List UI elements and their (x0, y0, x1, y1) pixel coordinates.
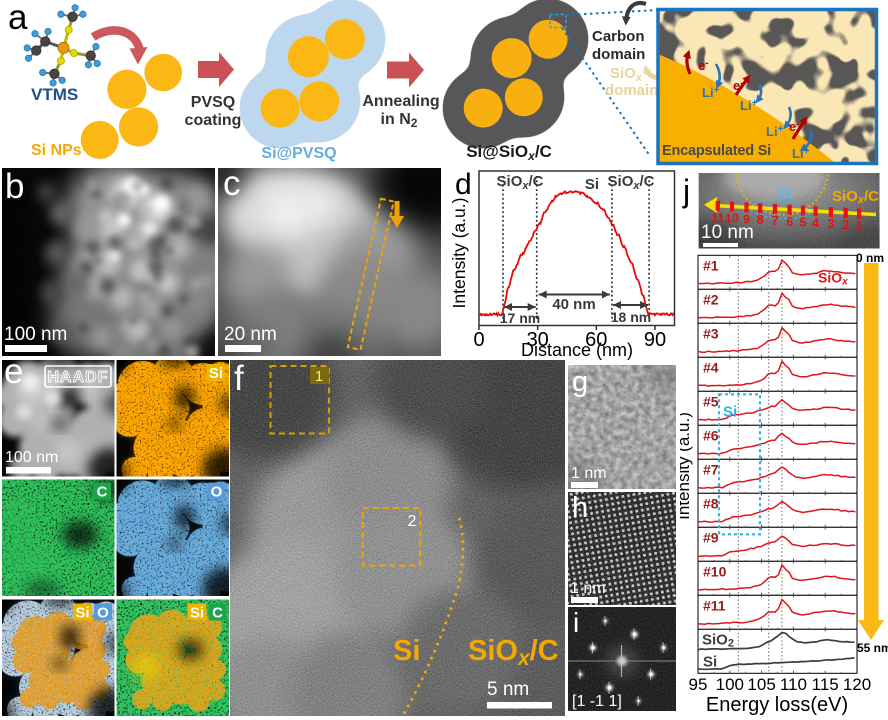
svg-text:i: i (573, 607, 579, 638)
svg-text:SiOx/C: SiOx/C (608, 173, 655, 192)
svg-text:9: 9 (743, 212, 750, 226)
svg-text:10 nm: 10 nm (701, 222, 754, 243)
svg-text:18 nm: 18 nm (611, 309, 651, 325)
svg-text:115: 115 (812, 675, 839, 694)
svg-text:4: 4 (812, 216, 819, 230)
svg-text:e: e (4, 360, 23, 391)
svg-text:100 nm: 100 nm (5, 449, 58, 466)
svg-text:HAADF: HAADF (48, 369, 109, 386)
svg-text:Intensity (a.u.): Intensity (a.u.) (680, 412, 693, 520)
svg-text:c: c (223, 168, 241, 203)
svg-text:7: 7 (772, 214, 779, 228)
svg-text:f: f (234, 360, 244, 398)
svg-text:SiOx/C: SiOx/C (832, 188, 879, 206)
svg-text:5 nm: 5 nm (487, 679, 529, 700)
svg-text:30: 30 (527, 329, 549, 351)
svg-text:SiOx: SiOx (818, 269, 848, 287)
svg-text:3: 3 (827, 217, 834, 231)
svg-text:5: 5 (800, 215, 807, 229)
svg-text:110: 110 (780, 675, 807, 694)
svg-text:Intensity (a.u.): Intensity (a.u.) (449, 198, 469, 309)
svg-text:100 nm: 100 nm (4, 324, 67, 345)
svg-text:Carbon: Carbon (592, 28, 645, 45)
svg-text:Si: Si (777, 186, 792, 203)
svg-text:Si@PVSQ: Si@PVSQ (261, 145, 336, 162)
svg-text:0 nm: 0 nm (856, 251, 884, 265)
svg-text:e-: e- (789, 119, 800, 134)
svg-text:120: 120 (843, 675, 871, 694)
svg-text:in N2: in N2 (381, 111, 418, 130)
svg-text:10: 10 (725, 212, 739, 226)
svg-text:SiO2: SiO2 (702, 631, 734, 649)
svg-text:Si: Si (585, 176, 599, 193)
svg-text:Si NPs: Si NPs (31, 142, 82, 159)
svg-text:#11: #11 (703, 597, 726, 613)
svg-text:b: b (5, 168, 24, 206)
svg-text:Si: Si (75, 605, 89, 622)
svg-text:55 nm: 55 nm (857, 641, 888, 655)
svg-text:#1: #1 (703, 257, 719, 273)
svg-text:1 nm: 1 nm (571, 465, 607, 482)
svg-text:O: O (211, 484, 223, 501)
svg-text:11: 11 (711, 211, 724, 225)
svg-text:PVSQ: PVSQ (191, 94, 235, 111)
svg-text:90: 90 (644, 329, 666, 351)
svg-text:#6: #6 (703, 427, 719, 443)
svg-text:20 nm: 20 nm (224, 324, 277, 345)
svg-text:g: g (572, 366, 588, 398)
svg-text:0: 0 (473, 329, 484, 351)
svg-text:SiOx: SiOx (610, 65, 643, 84)
svg-text:#7: #7 (703, 461, 719, 477)
svg-text:C: C (97, 484, 108, 501)
svg-text:#4: #4 (703, 359, 719, 375)
svg-text:d: d (455, 168, 472, 201)
svg-text:1: 1 (315, 368, 323, 385)
svg-text:6: 6 (786, 215, 793, 229)
svg-text:j: j (682, 173, 690, 209)
svg-text:1: 1 (856, 219, 863, 233)
svg-text:e-: e- (698, 58, 709, 73)
svg-text:#3: #3 (703, 325, 719, 341)
svg-text:95: 95 (689, 675, 708, 694)
svg-text:Si@SiOx/C: Si@SiOx/C (466, 142, 552, 163)
svg-text:60: 60 (585, 329, 607, 351)
svg-text:#2: #2 (703, 291, 719, 307)
svg-text:Si: Si (723, 403, 737, 420)
svg-text:Distance (nm): Distance (nm) (521, 340, 633, 360)
svg-text:2: 2 (408, 513, 417, 530)
svg-text:Si: Si (209, 365, 223, 382)
svg-text:1 nm: 1 nm (570, 580, 606, 597)
svg-text:#5: #5 (703, 393, 719, 409)
svg-text:105: 105 (747, 675, 775, 694)
svg-text:#8: #8 (703, 495, 719, 511)
svg-text:O: O (97, 605, 109, 622)
svg-text:SiOx/C: SiOx/C (497, 173, 544, 192)
svg-text:h: h (572, 492, 588, 524)
svg-text:2: 2 (842, 218, 849, 232)
svg-text:Encapsulated Si: Encapsulated Si (662, 143, 771, 159)
svg-text:#9: #9 (703, 529, 719, 545)
svg-text:e-: e- (733, 78, 744, 93)
svg-text:VTMS: VTMS (31, 85, 78, 104)
svg-text:[1 -1 1]: [1 -1 1] (572, 693, 622, 710)
svg-text:8: 8 (757, 213, 764, 227)
svg-text:domain: domain (605, 82, 658, 99)
svg-text:domain: domain (592, 46, 645, 63)
svg-text:100: 100 (716, 675, 744, 694)
svg-text:40 nm: 40 nm (552, 296, 595, 313)
svg-text:C: C (212, 605, 223, 622)
svg-text:SiOx/C: SiOx/C (468, 635, 559, 670)
svg-text:Si: Si (393, 635, 420, 667)
svg-text:Si: Si (703, 653, 717, 670)
svg-text:a: a (8, 0, 28, 37)
svg-text:Energy loss(eV): Energy loss(eV) (706, 694, 848, 716)
svg-text:#10: #10 (703, 563, 727, 579)
svg-text:Annealing: Annealing (362, 93, 439, 110)
svg-text:Si: Si (190, 605, 204, 622)
svg-text:17 nm: 17 nm (500, 310, 540, 326)
svg-text:coating: coating (185, 112, 242, 129)
